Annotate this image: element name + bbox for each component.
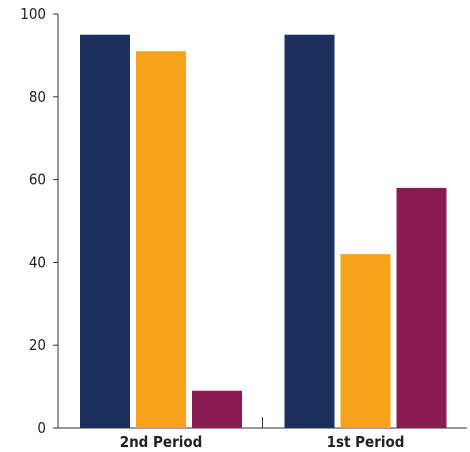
bar-2-2nd-period [136,51,186,428]
bar-3-1st-period [396,187,447,428]
y-tick-label: 100 [20,5,46,23]
bar-2-1st-period [340,254,391,428]
y-tick-label: 20 [29,336,46,354]
y-tick-label: 0 [37,419,46,437]
bar-3-2nd-period [192,390,242,428]
y-axis-tick-labels: 0 20 40 60 80 100 [20,5,46,437]
y-tick-label: 80 [29,88,46,106]
y-tick-label: 60 [29,171,46,189]
bar-1-2nd-period [80,34,130,428]
x-category-label: 2nd Period [120,433,203,451]
chart-bars [80,34,447,428]
bar-1-1st-period [284,34,335,428]
y-tick-label: 40 [29,253,46,271]
x-axis-category-labels: 2nd Period 1st Period [120,433,405,451]
x-category-label: 1st Period [327,433,405,451]
